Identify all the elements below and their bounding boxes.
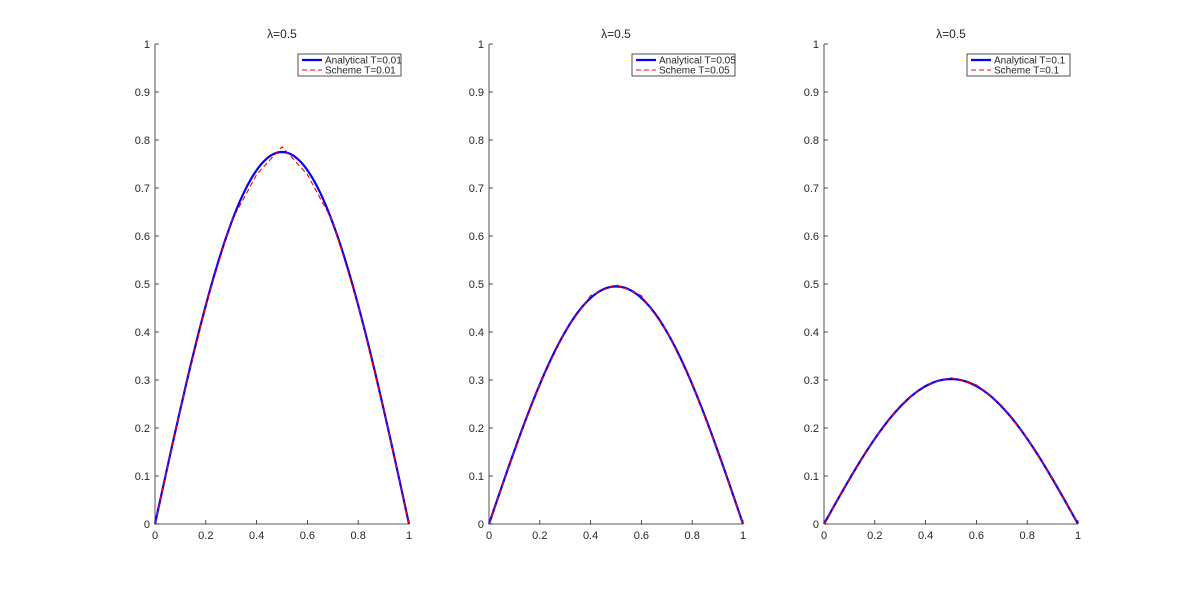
y-tick-label: 0.1 [469,471,484,483]
x-tick-label: 1 [406,530,412,542]
chart-title: λ=0.5 [267,27,297,41]
y-tick-label: 0.7 [469,183,484,195]
series-line-scheme [154,146,410,525]
x-tick-label: 0.2 [867,530,882,542]
series-line-scheme [488,283,744,525]
legend-label: Scheme T=0.01 [325,66,396,77]
x-tick-label: 0.2 [198,530,213,542]
y-tick-label: 0.1 [804,471,819,483]
y-tick-label: 0.3 [469,375,484,387]
x-tick-label: 0 [152,530,158,542]
y-tick-label: 1 [813,39,819,51]
x-tick-label: 0.6 [969,530,984,542]
y-tick-label: 0.2 [135,423,150,435]
y-tick-label: 0.5 [804,279,819,291]
legend-label: Analytical T=0.01 [325,56,402,67]
y-tick-label: 0.3 [135,375,150,387]
x-tick-label: 0.4 [918,530,933,542]
legend-box [631,53,736,77]
y-tick-label: 0.2 [469,423,484,435]
x-tick-label: 0.2 [532,530,547,542]
x-tick-label: 0.6 [300,530,315,542]
chart-panel-3: 0 0.1 0.2 0.3 0.4 0.5 0.6 0.7 0.8 0.9 1 0 0.2 0.4 0.6 0… [804,27,1081,542]
y-tick-label: 0.6 [135,231,150,243]
series-line-analytical [487,285,745,525]
legend-label: Analytical T=0.1 [994,56,1066,67]
chart-title: λ=0.5 [601,27,631,41]
y-tick-label: 0.8 [135,135,150,147]
y-tick-label: 0.6 [804,231,819,243]
series-line-analytical [153,150,411,525]
x-tick-label: 0.6 [634,530,649,542]
series-line-scheme [823,377,1079,525]
y-tick-label: 0.7 [135,183,150,195]
y-tick-label: 0.9 [469,87,484,99]
y-tick-label: 1 [478,39,484,51]
y-tick-label: 0.5 [135,279,150,291]
y-tick-label: 0.8 [804,135,819,147]
x-tick-label: 0 [821,530,827,542]
y-tick-label: 0 [813,519,819,531]
chart-panel-2: 0 0.1 0.2 0.3 0.4 0.5 0.6 0.7 0.8 0.9 1 0 0.2 0.4 0.6 0… [469,27,746,542]
legend-label: Scheme T=0.05 [659,66,730,77]
y-tick-label: 0.3 [804,375,819,387]
y-tick-label: 1 [144,39,150,51]
y-tick-label: 0 [144,519,150,531]
y-tick-label: 0.1 [135,471,150,483]
y-tick-label: 0.5 [469,279,484,291]
x-tick-label: 0.8 [351,530,366,542]
y-tick-label: 0 [478,519,484,531]
y-tick-label: 0.8 [469,135,484,147]
x-tick-label: 0 [486,530,492,542]
y-tick-label: 0.2 [804,423,819,435]
legend-box [297,53,402,77]
y-tick-label: 0.4 [804,327,819,339]
y-tick-label: 0.9 [804,87,819,99]
x-tick-label: 0.4 [249,530,264,542]
x-tick-label: 1 [740,530,746,542]
y-tick-label: 0.6 [469,231,484,243]
legend-label: Scheme T=0.1 [994,66,1060,77]
x-tick-label: 1 [1075,530,1081,542]
x-tick-label: 0.8 [685,530,700,542]
x-tick-label: 0.4 [583,530,598,542]
chart-panel-1: 0 0.1 0.2 0.3 0.4 0.5 0.6 0.7 0.8 0.9 1 0 0.2 0.4 0.6 0… [135,27,412,542]
legend-box [966,53,1071,77]
y-tick-label: 0.4 [469,327,484,339]
y-tick-label: 0.7 [804,183,819,195]
chart-title: λ=0.5 [936,27,966,41]
legend-label: Analytical T=0.05 [659,56,736,67]
y-tick-label: 0.9 [135,87,150,99]
x-tick-label: 0.8 [1020,530,1035,542]
y-tick-label: 0.4 [135,327,150,339]
